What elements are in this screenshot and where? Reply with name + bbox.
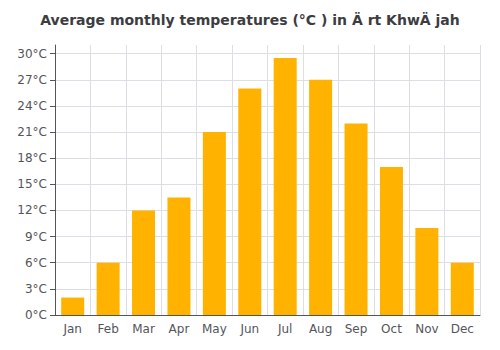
svg-text:Oct: Oct	[381, 322, 402, 336]
svg-text:6°C: 6°C	[25, 256, 47, 270]
svg-text:Apr: Apr	[169, 322, 190, 336]
svg-text:Jan: Jan	[62, 322, 82, 336]
svg-text:Average monthly temperatures (: Average monthly temperatures (°C ) in Ä …	[40, 12, 460, 28]
svg-text:Feb: Feb	[98, 322, 119, 336]
svg-text:18°C: 18°C	[17, 151, 47, 165]
svg-text:12°C: 12°C	[17, 203, 47, 217]
svg-text:15°C: 15°C	[17, 177, 47, 191]
svg-text:Nov: Nov	[415, 322, 438, 336]
svg-text:Mar: Mar	[132, 322, 155, 336]
svg-text:30°C: 30°C	[17, 47, 47, 61]
svg-text:24°C: 24°C	[17, 99, 47, 113]
svg-text:27°C: 27°C	[17, 73, 47, 87]
svg-text:Jul: Jul	[277, 322, 292, 336]
svg-text:Aug: Aug	[309, 322, 332, 336]
svg-text:Dec: Dec	[451, 322, 474, 336]
svg-text:9°C: 9°C	[25, 230, 47, 244]
svg-text:0°C: 0°C	[25, 308, 47, 322]
svg-text:21°C: 21°C	[17, 125, 47, 139]
svg-text:May: May	[202, 322, 227, 336]
svg-text:Jun: Jun	[239, 322, 259, 336]
svg-text:Sep: Sep	[345, 322, 368, 336]
svg-text:3°C: 3°C	[25, 282, 47, 296]
